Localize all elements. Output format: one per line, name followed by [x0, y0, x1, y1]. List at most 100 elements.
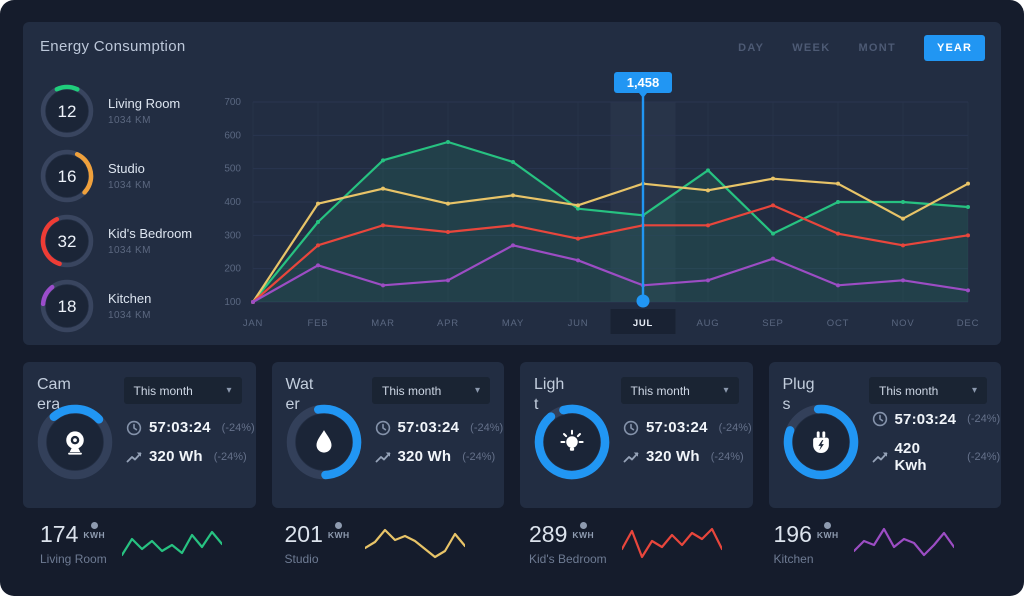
room-gauge: 16: [40, 149, 94, 203]
usage-ring: [37, 404, 113, 480]
footer-sparkline: [364, 528, 465, 558]
stat-delta: (-24%): [462, 450, 496, 463]
chevron-down-icon: ▾: [474, 385, 480, 396]
tab-mont[interactable]: MONT: [858, 42, 897, 54]
footer-item-living-room: 174 KWH Living Room: [23, 521, 268, 566]
room-name: Kitchen: [108, 291, 152, 306]
room-value: 12: [58, 102, 77, 121]
chevron-down-icon: ▾: [971, 385, 977, 396]
consumption-chart[interactable]: 100 200 300 400 500 600 700 JAN FEB MAR APR MAY JUN J…: [203, 72, 993, 334]
room-value: 18: [58, 297, 77, 316]
unit-dot: [579, 522, 587, 529]
y-axis-tick: 100: [224, 297, 241, 308]
room-usage-row: 174 KWH Living Room 201 KWH Studio 289 KWH Kid's…: [23, 521, 1001, 566]
y-axis-tick: 300: [224, 230, 241, 241]
x-axis-label: APR: [437, 318, 459, 329]
room-name: Kid's Bedroom: [108, 226, 193, 241]
x-axis-label: DEC: [957, 318, 979, 329]
tabs: DAY WEEK MONT YEAR: [738, 35, 985, 61]
tooltip-dot: [636, 294, 650, 308]
stat-value: 57:03:24: [149, 419, 211, 436]
trend-up-icon: [126, 449, 142, 465]
clock-icon: [872, 411, 888, 427]
tab-year[interactable]: YEAR: [924, 35, 985, 61]
footer-label: Studio: [284, 552, 319, 566]
footer-item-kitchen: 196 KWH Kitchen: [757, 521, 1002, 566]
tooltip-value: 1,458: [627, 75, 660, 90]
stat-delta: (-24%): [221, 421, 255, 434]
x-axis-label: JUL: [633, 318, 653, 329]
room-gauge: 32: [40, 214, 94, 268]
room-row: 12 Living Room 1034 KM: [39, 83, 192, 139]
dropdown-value: This month: [133, 383, 193, 398]
period-dropdown[interactable]: This month ▾: [123, 377, 242, 404]
room-value: 16: [58, 167, 77, 186]
card-title: Plugs: [782, 376, 815, 413]
x-axis-label: NOV: [892, 318, 915, 329]
room-subtitle: 1034 KM: [108, 310, 151, 321]
y-axis-tick: 600: [224, 130, 241, 141]
plug-icon: [783, 404, 859, 480]
dropdown-value: This month: [382, 383, 442, 398]
stat-row: 57:03:24 (-24%): [375, 419, 504, 436]
room-subtitle: 1034 KM: [108, 115, 151, 126]
stat-row: 57:03:24 (-24%): [623, 419, 752, 436]
footer-label: Kid's Bedroom: [529, 552, 607, 566]
period-dropdown[interactable]: This month ▾: [869, 377, 987, 404]
y-axis-tick: 400: [224, 197, 241, 208]
footer-sparkline: [621, 527, 722, 558]
card-title: Camera: [37, 376, 71, 413]
stat-row: 320 Wh (-24%): [375, 448, 504, 465]
light-icon: [534, 404, 610, 480]
unit-dot: [824, 522, 832, 529]
y-axis-tick: 500: [224, 164, 241, 175]
trend-up-icon: [872, 449, 888, 465]
usage-ring: [286, 404, 362, 480]
card-title: Water: [285, 376, 314, 413]
chart-tooltip: [614, 72, 672, 93]
footer-value: 201: [284, 521, 323, 547]
stat-delta: (-24%): [470, 421, 504, 434]
clock-icon: [126, 420, 142, 436]
device-cards-row: Camera This month ▾ 57:03:24 (-24%) 320 Wh (-2…: [23, 362, 1001, 508]
card-title: Light: [534, 376, 565, 413]
period-dropdown[interactable]: This month ▾: [372, 377, 490, 404]
series-area-fill: [253, 142, 968, 302]
stat-delta: (-24%): [967, 413, 1001, 425]
x-axis-label: SEP: [762, 318, 783, 329]
trend-up-icon: [623, 449, 639, 465]
footer-label: Living Room: [40, 552, 107, 566]
footer-value: 289: [529, 521, 568, 547]
footer-unit: KWH: [572, 530, 595, 540]
room-gauge: 12: [40, 84, 94, 138]
stat-row: 320 Wh (-24%): [126, 448, 255, 465]
stat-row: 57:03:24 (-24%): [126, 419, 255, 436]
camera-icon: [37, 404, 113, 480]
room-row: 32 Kid's Bedroom 1034 KM: [39, 213, 192, 269]
chevron-down-icon: ▾: [226, 385, 232, 396]
chart-series-kitchen: [251, 244, 970, 304]
x-axis-label: JAN: [243, 318, 263, 329]
tab-day[interactable]: DAY: [738, 42, 765, 54]
x-axis-label: MAR: [371, 318, 395, 329]
stat-delta: (-24%): [213, 450, 247, 463]
stat-value: 320 Wh: [149, 448, 203, 465]
chart-series-studio: [251, 177, 970, 304]
x-axis-label: FEB: [308, 318, 329, 329]
footer-unit: KWH: [83, 530, 106, 540]
card-camera: Camera This month ▾ 57:03:24 (-24%) 320 Wh (-2…: [23, 362, 256, 508]
room-name: Living Room: [108, 96, 181, 111]
tab-week[interactable]: WEEK: [792, 42, 831, 54]
unit-dot: [90, 522, 98, 529]
chart-series-living-room: [251, 140, 970, 304]
footer-unit: KWH: [327, 530, 350, 540]
chevron-down-icon: ▾: [723, 385, 729, 396]
card-water: Water This month ▾ 57:03:24 (-24%) 320 Wh (-24…: [271, 362, 504, 508]
room-subtitle: 1034 KM: [108, 180, 151, 191]
stat-value: 320 Wh: [646, 448, 700, 465]
stat-value: 57:03:24: [646, 419, 708, 436]
period-dropdown[interactable]: This month ▾: [620, 377, 739, 404]
stat-row: 57:03:24 (-24%): [872, 410, 1001, 428]
stat-value: 57:03:24: [894, 410, 957, 428]
